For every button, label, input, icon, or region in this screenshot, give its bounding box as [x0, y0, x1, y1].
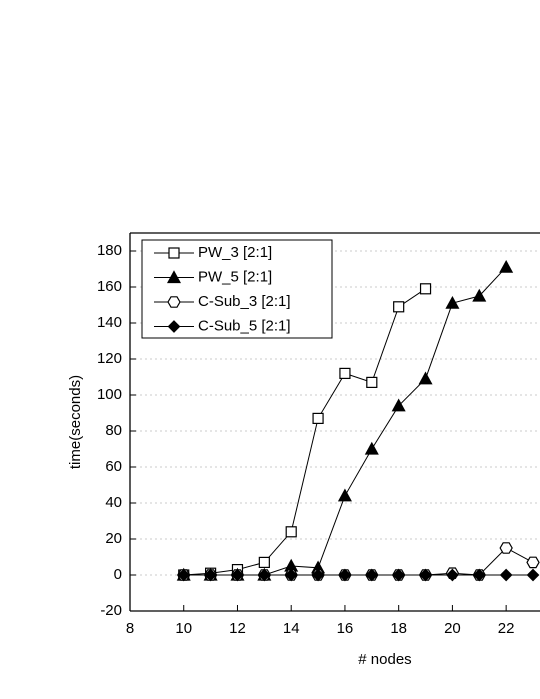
y-tick-label: 180: [97, 242, 122, 259]
x-tick-label: 12: [229, 620, 246, 637]
x-tick-label: 8: [126, 620, 134, 637]
y-tick-label: 0: [114, 566, 122, 583]
x-tick-label: 18: [390, 620, 407, 637]
data-point: [311, 568, 325, 582]
legend-label: C-Sub_5 [2:1]: [198, 317, 291, 334]
data-point: [393, 301, 405, 313]
data-point: [364, 441, 379, 455]
data-point: [285, 526, 297, 538]
legend-marker: [166, 270, 182, 284]
legend-label: PW_3 [2:1]: [198, 244, 272, 261]
x-tick-label: 10: [175, 620, 192, 637]
x-axis-label: # nodes: [358, 651, 411, 668]
data-point: [257, 568, 271, 582]
data-point: [231, 568, 244, 582]
legend-label: PW_5 [2:1]: [198, 268, 272, 285]
y-tick-label: 40: [105, 494, 122, 511]
data-point: [419, 568, 432, 582]
legend-marker: [167, 320, 181, 333]
y-tick-label: 20: [105, 530, 122, 547]
y-axis-label: time(seconds): [67, 375, 84, 469]
legend-marker: [167, 296, 181, 308]
data-point: [418, 371, 433, 385]
data-point: [366, 376, 378, 388]
data-point: [365, 568, 379, 582]
x-tick-label: 20: [444, 620, 461, 637]
y-tick-label: 60: [105, 458, 122, 475]
data-point: [472, 288, 487, 302]
x-tick-label: 14: [283, 620, 300, 637]
data-point: [499, 542, 513, 554]
x-tick-label: 22: [498, 620, 515, 637]
y-tick-label: 100: [97, 386, 122, 403]
legend-label: C-Sub_3 [2:1]: [198, 293, 291, 310]
y-tick-label: -20: [100, 602, 122, 619]
data-point: [446, 568, 459, 582]
data-point: [204, 568, 217, 582]
data-point: [284, 568, 298, 582]
data-point: [526, 568, 540, 582]
data-point: [472, 568, 486, 582]
data-point: [177, 568, 191, 582]
data-point: [526, 556, 540, 569]
y-tick-label: 80: [105, 422, 122, 439]
data-point: [392, 568, 406, 582]
data-point: [499, 259, 514, 273]
data-point: [445, 295, 460, 309]
y-tick-label: 120: [97, 350, 122, 367]
data-point: [337, 488, 352, 502]
y-tick-label: 140: [97, 314, 122, 331]
data-point: [312, 412, 324, 424]
y-tick-label: 160: [97, 278, 122, 295]
x-tick-label: 16: [337, 620, 354, 637]
data-point: [338, 568, 352, 582]
data-point: [391, 398, 406, 412]
data-point: [339, 367, 351, 379]
data-point: [419, 283, 432, 295]
series-line: [183, 288, 426, 576]
data-point: [499, 568, 513, 582]
legend-marker: [168, 247, 180, 259]
data-point: [258, 556, 270, 569]
